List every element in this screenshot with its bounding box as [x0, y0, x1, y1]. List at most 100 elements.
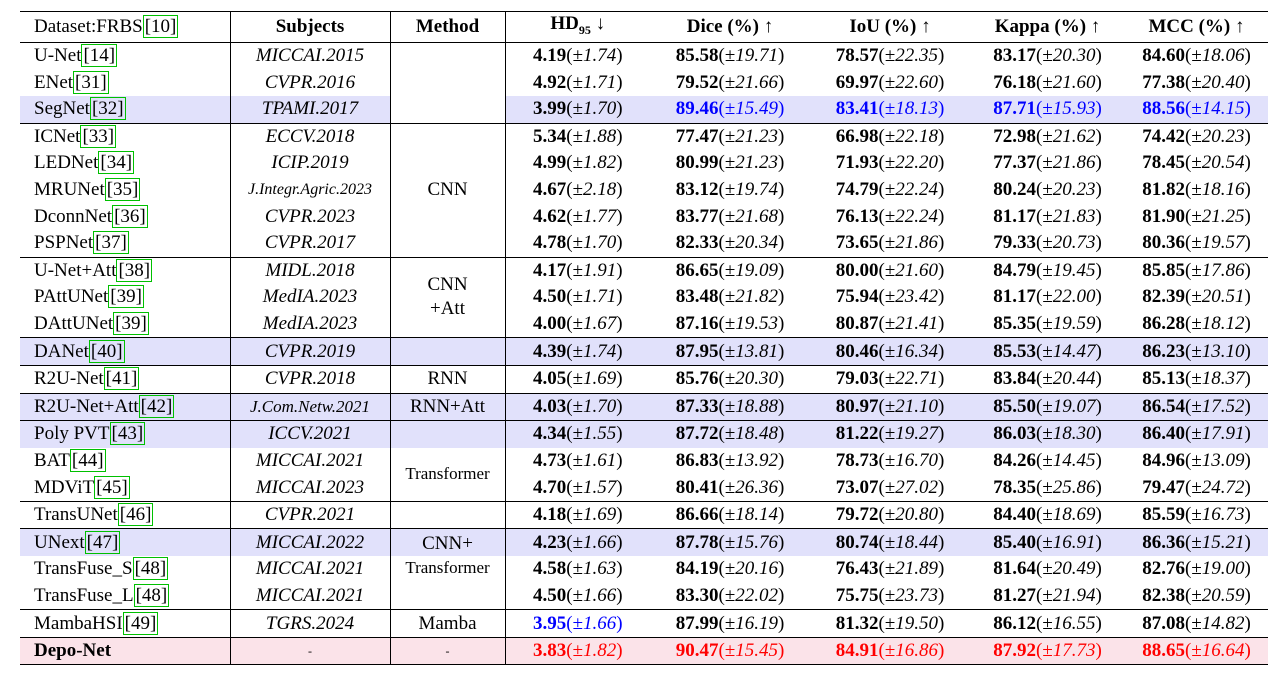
iou-mean: 80.00	[835, 259, 879, 281]
method-name-cell: Depo-Net	[20, 636, 231, 666]
dice-mean: 80.41	[675, 476, 719, 498]
dice-cell: 85.58(±19.71)	[675, 45, 785, 67]
kappa-cell: 84.79(±19.45)	[970, 256, 1125, 285]
dice-cell: 80.41(±26.36)	[675, 476, 785, 498]
citation-link[interactable]: [40]	[88, 339, 125, 363]
iou-std: ±21.60	[884, 259, 938, 281]
method-type-cell: Mamba	[390, 609, 506, 638]
citation-link[interactable]: [31]	[73, 70, 109, 94]
method-name: SegNet	[34, 98, 90, 120]
mcc-mean: 84.96	[1142, 450, 1185, 471]
kappa-cell: 76.18(±21.60)	[993, 71, 1102, 93]
table-row: ICNet [33] ECCV.2018 CNN 5.34(±1.88) 77.47(±2…	[20, 122, 1268, 258]
dice-std: ±15.49	[724, 98, 778, 120]
dice-std: ±22.02	[724, 584, 778, 606]
citation-link[interactable]: [39]	[108, 285, 144, 309]
citation-link[interactable]: [49]	[122, 611, 159, 635]
citation-link[interactable]: [35]	[104, 178, 141, 202]
kappa-std: ±14.45	[1042, 450, 1096, 471]
iou-mean: 71.93	[835, 152, 879, 174]
venue-cell: MICCAI.2021	[230, 556, 391, 583]
mcc-std: ±18.37	[1191, 368, 1245, 390]
kappa-std: ±21.86	[1042, 152, 1096, 174]
hd95-mean: 4.17	[532, 259, 567, 281]
mcc-std: ±18.16	[1191, 179, 1245, 201]
citation-link[interactable]: [46]	[117, 503, 154, 527]
method-type-label: CNN+	[422, 533, 473, 555]
method-name-cell: U-Net [14]	[20, 42, 231, 70]
hd95-cell: 4.03(±1.70)	[505, 392, 650, 421]
citation-link[interactable]: [43]	[109, 422, 146, 446]
method-type-cell: RNN+Att	[390, 392, 506, 421]
citation-link[interactable]: [47]	[84, 530, 121, 554]
citation-link[interactable]: [39]	[113, 312, 149, 336]
mcc-std: ±19.00	[1191, 558, 1245, 580]
iou-std: ±23.42	[884, 286, 938, 308]
hd95-cell: 4.62(±1.77)	[532, 205, 623, 227]
method-name: MDViT	[34, 476, 95, 498]
citation-link[interactable]: [48]	[132, 557, 169, 581]
venue-cell: CVPR.2016	[230, 69, 391, 96]
dice-mean: 82.33	[675, 232, 719, 254]
kappa-std: ±14.47	[1042, 340, 1096, 362]
iou-cell: 81.22(±19.27)	[810, 420, 970, 448]
citation-link[interactable]: [38]	[116, 258, 153, 282]
iou-cell: 78.73(±16.70)	[835, 450, 945, 471]
dice-std: ±21.23	[724, 152, 778, 174]
iou-mean: 79.03	[835, 368, 879, 390]
mcc-mean: 88.56	[1142, 98, 1185, 120]
citation-link[interactable]: [44]	[69, 449, 106, 472]
method-type-cell: -	[390, 636, 506, 666]
method-name-cell: R2U-Net [41]	[20, 364, 231, 394]
iou-std: ±22.35	[884, 45, 938, 67]
dice-std: ±20.30	[724, 368, 778, 390]
method-type-label: -	[445, 644, 450, 659]
iou-mean: 76.13	[835, 205, 879, 227]
mcc-std: ±20.54	[1191, 152, 1245, 174]
kappa-cell: 81.17(±22.00)	[993, 286, 1102, 308]
mcc-cell: 86.23(±13.10)	[1125, 337, 1268, 366]
citation-link[interactable]: [34]	[98, 151, 135, 175]
citation-link[interactable]: [36]	[112, 204, 148, 228]
dice-mean: 85.76	[675, 368, 719, 390]
citation-link[interactable]: [41]	[103, 367, 140, 391]
citation-link[interactable]: [45]	[94, 475, 130, 499]
dice-cell: 83.48(±21.82)	[675, 286, 785, 308]
mcc-cell: 82.39(±20.51)	[1142, 286, 1251, 308]
dataset-citation[interactable]: [10]	[142, 14, 179, 38]
kappa-cell: 81.17(±21.83)	[993, 205, 1102, 227]
mcc-std: ±20.59	[1191, 584, 1245, 606]
hd95-mean: 4.67	[532, 179, 567, 201]
table-row: UNext [47] MICCAI.2022 CNN+ 4.23(±1.66) 87.78…	[20, 528, 1268, 557]
hd95-cell: 4.19(±1.74)	[532, 45, 623, 67]
table-row: ENet [31] CVPR.2016 4.92(±1.71) 79.52(±21.66…	[20, 69, 1268, 96]
venue-cell: TGRS.2024	[230, 609, 391, 638]
hd95-std: ±1.66	[572, 612, 617, 634]
iou-cell: 73.07(±27.02)	[835, 476, 945, 498]
kappa-cell: 84.26(±14.45)	[993, 450, 1102, 471]
citation-link[interactable]: [14]	[81, 44, 118, 68]
hd95-std: ±1.71	[572, 286, 617, 308]
citation-link[interactable]: [37]	[93, 231, 129, 255]
venue-cell: MIDL.2018	[230, 256, 391, 285]
venue-cell: ICIP.2019	[230, 150, 391, 177]
method-name: TransFuse_L	[34, 584, 134, 606]
method-name-cell: Poly PVT [43]	[20, 420, 231, 448]
method-name-cell: LEDNet [34]	[20, 150, 231, 177]
iou-label: IoU (%)	[849, 15, 917, 37]
citation-link[interactable]: [48]	[133, 583, 170, 607]
hd95-mean: 4.62	[532, 205, 567, 227]
mcc-cell: 80.36(±19.57)	[1142, 232, 1251, 254]
citation-link[interactable]: [33]	[80, 124, 117, 148]
dice-cell: 82.33(±20.34)	[675, 232, 785, 254]
dice-cell: 85.76(±20.30)	[650, 364, 810, 394]
citation-link[interactable]: [32]	[89, 97, 126, 121]
hd95-mean: 4.18	[532, 504, 567, 526]
kappa-header: Kappa (%) ↑	[970, 11, 1125, 43]
kappa-std: ±15.93	[1042, 98, 1096, 120]
kappa-std: ±20.30	[1042, 45, 1096, 67]
kappa-std: ±21.94	[1042, 584, 1096, 606]
hd95-cell: 4.50(±1.66)	[532, 584, 623, 606]
method-type-label: RNN	[427, 368, 468, 390]
citation-link[interactable]: [42]	[138, 394, 175, 418]
